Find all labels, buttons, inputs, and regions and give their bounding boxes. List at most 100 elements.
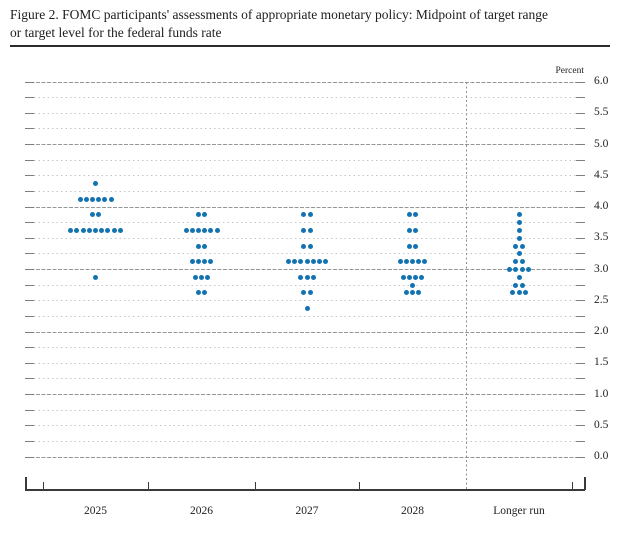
fomc-dot	[410, 259, 415, 265]
fomc-dot	[111, 227, 117, 233]
fomc-dot	[406, 212, 412, 218]
gridline-y-5.50	[25, 112, 585, 114]
fomc-dot	[93, 181, 98, 187]
y-axis-tick-label: 0.0	[594, 450, 609, 462]
y-axis-tick-label: 0.5	[594, 418, 609, 431]
fomc-dot	[516, 235, 522, 241]
gridline-y-6.00	[25, 81, 585, 83]
fomc-dot	[93, 274, 98, 280]
fomc-dot	[403, 290, 409, 296]
fomc-dot	[413, 227, 419, 233]
fomc-dot	[513, 259, 519, 265]
gridline-y-1.50	[25, 362, 585, 364]
fomc-dot	[285, 259, 291, 265]
fomc-dot	[516, 251, 522, 257]
x-axis-corner	[25, 477, 27, 490]
gridline-y-4.75	[25, 159, 585, 161]
longer-run-separator	[465, 82, 467, 489]
fomc-dot	[89, 196, 95, 202]
y-axis-unit-label: Percent	[555, 66, 585, 76]
fomc-dot	[202, 259, 208, 265]
x-axis-corner	[584, 477, 586, 490]
gridline-y-5.00	[25, 144, 585, 145]
gridline-y-5.75	[25, 97, 585, 99]
y-axis-tick-label: 2.5	[594, 293, 609, 306]
fomc-dot	[83, 196, 89, 202]
x-axis-tick	[148, 482, 149, 489]
gridline-y-5.25	[25, 128, 585, 130]
gridline-y-3.00	[25, 269, 585, 270]
figure-title-line1: Figure 2. FOMC participants' assessments…	[10, 7, 548, 22]
fomc-dot	[195, 259, 201, 265]
fomc-dot	[513, 267, 519, 272]
fomc-dot	[406, 274, 412, 280]
fomc-dot	[298, 259, 304, 265]
y-axis-tick-label: 3.0	[594, 262, 609, 275]
fomc-dot	[513, 243, 519, 249]
fomc-dot	[307, 227, 313, 233]
fomc-dot	[510, 290, 516, 296]
title-divider-rule	[10, 45, 610, 47]
fomc-dot	[522, 290, 528, 296]
gridline-y-4.00	[25, 206, 585, 208]
x-axis-label-longer-run: Longer run	[493, 505, 545, 517]
fomc-dot	[403, 259, 409, 265]
figure-title-line2: or target level for the federal funds ra…	[10, 25, 222, 40]
fomc-dot	[519, 267, 525, 272]
fomc-dot	[519, 259, 525, 265]
fomc-dot	[413, 274, 419, 280]
fomc-dot	[516, 212, 522, 218]
fomc-dot	[507, 267, 513, 272]
gridline-y-2.50	[25, 300, 585, 302]
fomc-dot	[195, 243, 201, 249]
fomc-dot	[301, 243, 307, 249]
fomc-dot	[96, 212, 102, 218]
fomc-dot	[208, 259, 214, 265]
fomc-dot	[93, 227, 98, 233]
fomc-dot	[413, 212, 419, 218]
fomc-dot	[513, 282, 519, 288]
fomc-dot	[74, 227, 80, 233]
gridline-y-1.00	[25, 394, 585, 395]
x-axis-tick	[572, 482, 573, 489]
fomc-dot	[304, 259, 310, 265]
fomc-dot	[189, 259, 195, 265]
fomc-dot	[202, 243, 208, 249]
fomc-dot	[202, 212, 208, 218]
gridline-y-2.25	[25, 315, 585, 317]
gridline-y-1.25	[25, 378, 585, 380]
fomc-dot	[202, 227, 208, 233]
fomc-dot	[419, 274, 425, 280]
fomc-dot	[99, 227, 105, 233]
fomc-dot	[397, 259, 403, 265]
fomc-dot	[519, 243, 525, 249]
fomc-dot	[323, 259, 329, 265]
fomc-dot	[301, 212, 307, 218]
y-axis-tick-label: 4.0	[594, 200, 609, 212]
fomc-dot	[422, 259, 428, 265]
fomc-dot	[304, 306, 310, 312]
x-axis-label-2026: 2026	[190, 505, 213, 517]
fomc-dot	[307, 212, 313, 218]
y-axis-tick-label: 1.0	[594, 387, 609, 400]
y-axis-tick-label: 6.0	[594, 75, 609, 87]
fomc-dot	[195, 290, 201, 296]
gridline-y-2.00	[25, 331, 585, 333]
fomc-dot	[195, 227, 201, 233]
fomc-dot	[516, 227, 522, 233]
fomc-dot	[516, 290, 522, 296]
fomc-dot	[195, 212, 201, 218]
fomc-dot	[189, 227, 195, 233]
gridline-y-0.75	[25, 409, 585, 411]
fomc-dot	[89, 212, 95, 218]
fomc-dot	[406, 243, 412, 249]
gridline-y-3.50	[25, 237, 585, 239]
y-axis-tick-label: 5.5	[594, 106, 609, 119]
fomc-dot	[416, 259, 422, 265]
fomc-dot	[183, 227, 189, 233]
x-axis-tick	[359, 482, 360, 489]
fomc-dot	[310, 274, 316, 280]
x-axis-tick	[255, 482, 256, 489]
fomc-dot	[410, 282, 415, 288]
fomc-dot	[525, 267, 531, 272]
